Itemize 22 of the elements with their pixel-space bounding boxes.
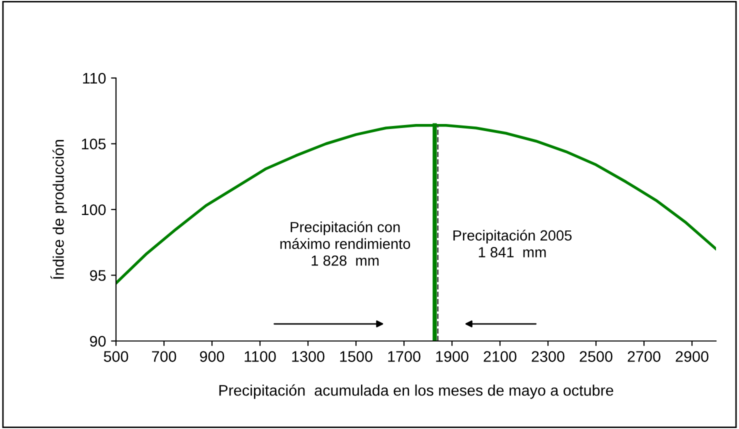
ref-line-label: Precipitación 2005 1 841 mm [453, 230, 572, 258]
x-tick-label: 700 [152, 351, 176, 362]
x-tick-label: 1500 [340, 351, 372, 362]
x-tick-label: 1900 [436, 351, 468, 362]
x-axis-title: Precipitación acumulada en los meses de mayo a octubre [219, 384, 614, 399]
x-tick-label: 2300 [532, 351, 564, 362]
x-tick-label: 500 [104, 351, 128, 362]
y-tick-label: 105 [82, 138, 106, 150]
x-tick-label: 1700 [388, 351, 420, 362]
x-tick-label: 2700 [628, 351, 660, 362]
y-tick-label: 110 [83, 72, 106, 84]
x-tick-label: 2100 [484, 351, 516, 362]
x-tick-label: 900 [200, 351, 224, 362]
y-tick-label: 100 [82, 204, 106, 216]
x-tick-label: 1100 [244, 351, 276, 362]
x-tick-label: 2900 [676, 351, 708, 362]
x-tick-label: 2500 [580, 351, 612, 362]
y-tick-label: 95 [90, 270, 106, 281]
x-tick-label: 1300 [292, 351, 324, 362]
ref-line-label: Precipitación con máximo rendimiento 1 828 mm [280, 221, 410, 266]
y-tick-label: 90 [90, 336, 106, 347]
y-axis-title: Índice de producción [50, 140, 67, 279]
